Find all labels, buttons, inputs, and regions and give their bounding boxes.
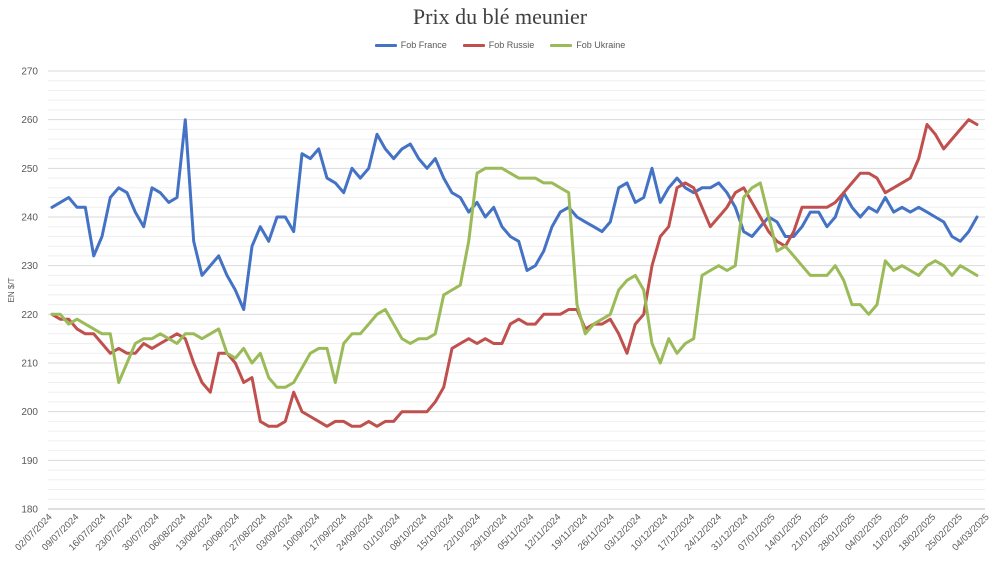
legend-item-fob-france: Fob France <box>374 40 447 50</box>
legend-item-fob-ukraine: Fob Ukraine <box>550 40 625 50</box>
y-tick-label: 240 <box>21 213 38 224</box>
legend: Fob France Fob Russie Fob Ukraine <box>0 40 1000 50</box>
y-tick-label: 210 <box>21 359 38 370</box>
gridlines <box>48 70 985 510</box>
series-line-fob-france <box>50 118 979 311</box>
chart-title: Prix du blé meunier <box>412 4 588 29</box>
legend-swatch-fob-russie <box>462 43 485 47</box>
y-tick-label: 230 <box>21 261 38 272</box>
y-tick-label: 260 <box>21 115 38 126</box>
y-tick-label: 270 <box>21 67 38 78</box>
legend-label-fob-russie: Fob Russie <box>488 40 535 50</box>
y-tick-label: 200 <box>21 407 38 418</box>
legend-swatch-fob-ukraine <box>550 43 573 47</box>
y-tick-label: 180 <box>21 505 38 516</box>
series-line-fob-russie <box>50 118 979 428</box>
legend-item-fob-russie: Fob Russie <box>462 40 535 50</box>
y-axis-label: EN $/T <box>7 277 16 302</box>
y-tick-label: 190 <box>21 456 38 467</box>
legend-label-fob-ukraine: Fob Ukraine <box>576 40 626 50</box>
y-tick-label: 220 <box>21 310 38 321</box>
legend-swatch-fob-france <box>374 43 397 47</box>
legend-label-fob-france: Fob France <box>400 40 447 50</box>
series-line-fob-ukraine <box>50 166 979 389</box>
y-tick-label: 250 <box>21 164 38 175</box>
